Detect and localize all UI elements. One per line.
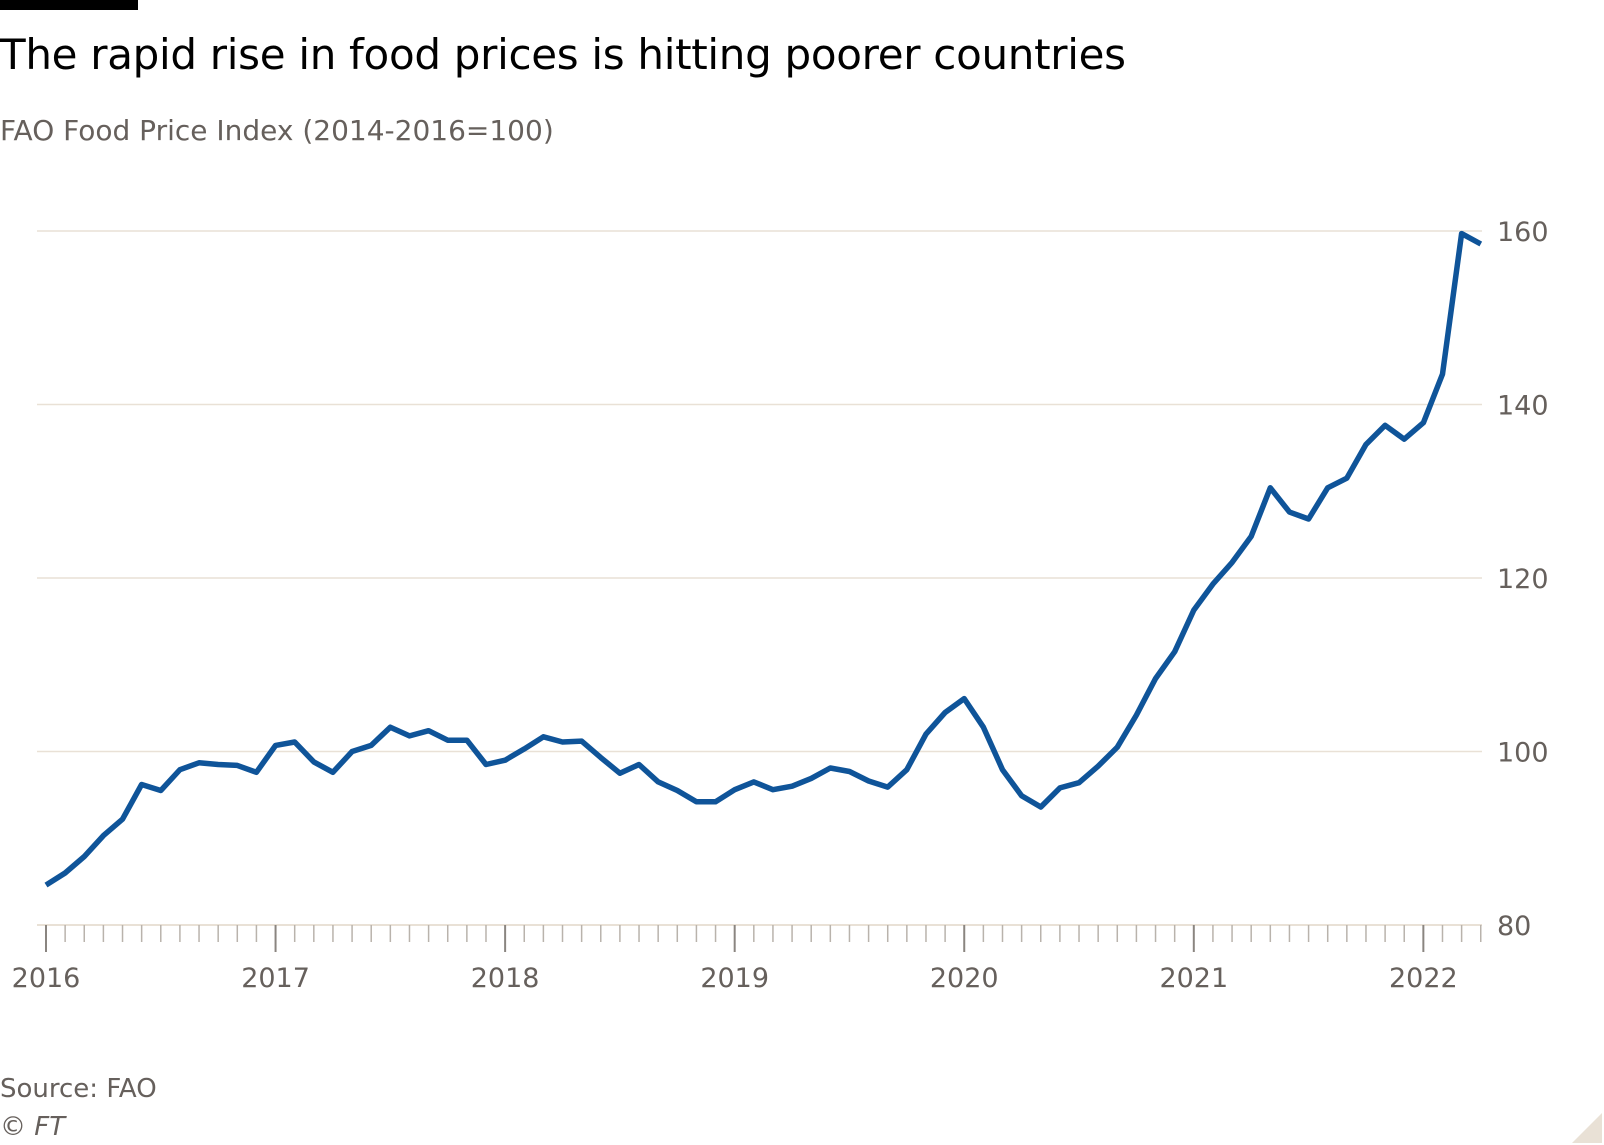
y-axis-labels: 80 100 120 140 160	[1497, 217, 1549, 942]
y-tick-label: 100	[1497, 738, 1549, 769]
y-tick-label: 120	[1497, 564, 1549, 595]
x-axis-labels: 2016 2017 2018 2019 2020 2021 2022	[12, 963, 1458, 994]
source-note: Source: FAO	[0, 1074, 157, 1104]
y-tick-label: 140	[1497, 391, 1549, 422]
x-tick-label: 2020	[930, 963, 999, 994]
y-tick-label: 160	[1497, 217, 1549, 248]
x-tick-label: 2017	[241, 963, 310, 994]
chart-subtitle: FAO Food Price Index (2014-2016=100)	[0, 114, 554, 147]
x-tick-label: 2022	[1389, 963, 1458, 994]
x-axis-ticks	[45, 925, 1482, 952]
y-tick-label: 80	[1497, 911, 1531, 942]
series-line	[44, 230, 1483, 888]
grid-lines	[37, 230, 1482, 926]
x-tick-label: 2021	[1159, 963, 1228, 994]
corner-mark	[1572, 1113, 1602, 1143]
x-tick-label: 2019	[700, 963, 769, 994]
chart-title: The rapid rise in food prices is hitting…	[0, 30, 1126, 79]
copyright: © FT	[0, 1112, 66, 1142]
brand-bar	[0, 0, 138, 10]
x-tick-label: 2016	[12, 963, 81, 994]
x-tick-label: 2018	[471, 963, 540, 994]
